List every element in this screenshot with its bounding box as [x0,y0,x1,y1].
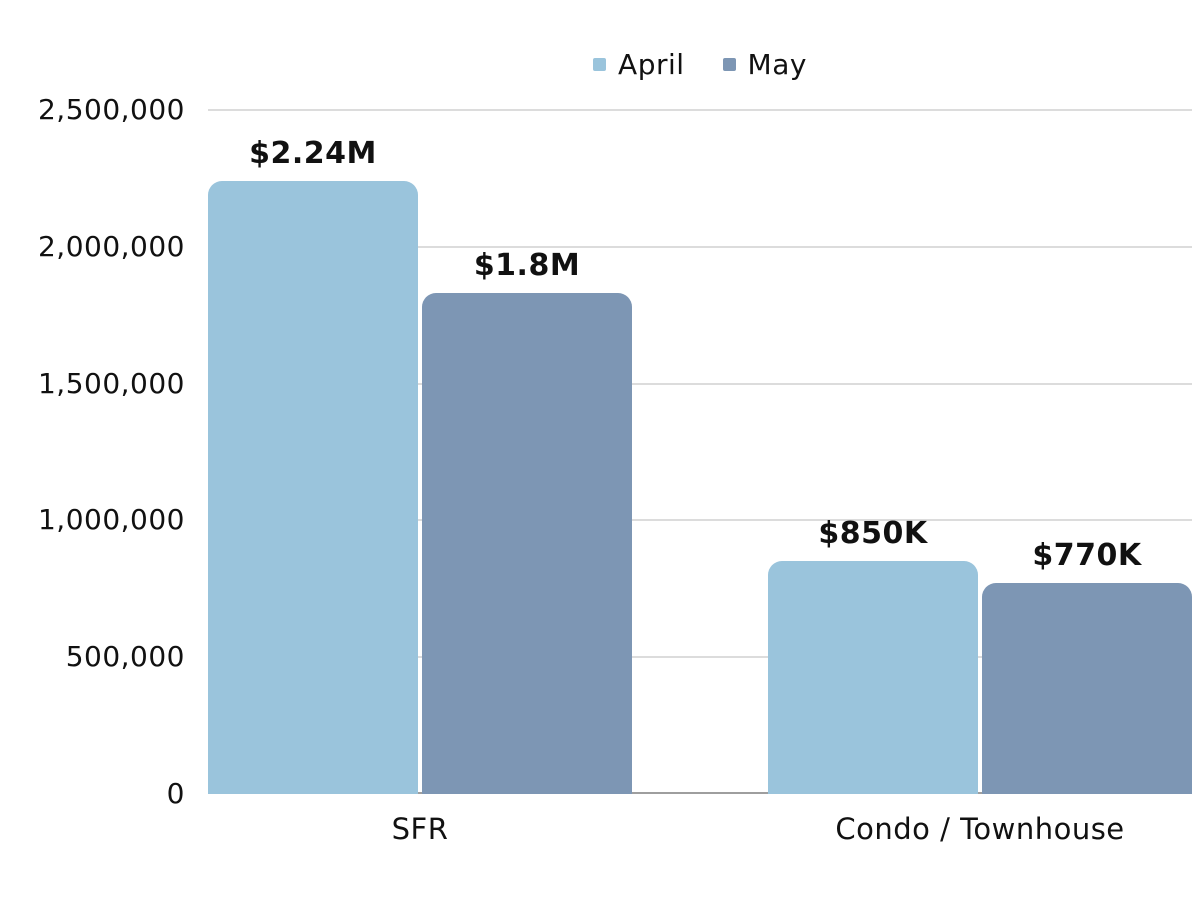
y-tick-1500000: 1,500,000 [37,366,185,400]
plot-area: 0 500,000 1,000,000 1,500,000 2,000,000 … [38,95,1192,809]
legend-item-april[interactable]: April [593,48,685,81]
gridline-2500k [208,109,1192,111]
bar-condo-may[interactable]: $770K [982,538,1192,794]
legend-label-april: April [618,48,685,81]
y-tick-1000000: 1,000,000 [37,503,185,537]
bar-condo-april[interactable]: $850K [768,516,978,794]
bar-sfr-april[interactable]: $2.24M [208,136,418,794]
x-label-sfr: SFR [391,812,449,846]
bar-sfr-may[interactable]: $1.8M [422,248,632,794]
gridline-500k [208,656,1192,659]
bar-value-label-condo-may: $770K [1032,538,1142,574]
gridline-1000k [208,519,1192,522]
y-tick-500000: 500,000 [65,640,185,674]
legend-swatch-may-icon [722,58,736,71]
y-tick-2000000: 2,000,000 [37,229,185,263]
legend-item-may[interactable]: May [722,48,807,81]
x-axis-baseline [208,792,1192,794]
legend-label-may: May [747,48,807,81]
x-label-condo-townhouse: Condo / Townhouse [835,812,1125,846]
y-tick-2500000: 2,500,000 [37,93,185,126]
bar-value-label-condo-april: $850K [818,516,928,552]
bar-value-label-sfr-april: $2.24M [249,136,377,172]
y-tick-0: 0 [166,777,185,810]
gridline-2000k [208,245,1192,248]
legend-swatch-april-icon [593,58,607,71]
gridline-1500k [208,382,1192,385]
bar-value-label-sfr-may: $1.8M [473,248,581,284]
chart-legend: April May [208,48,1192,81]
